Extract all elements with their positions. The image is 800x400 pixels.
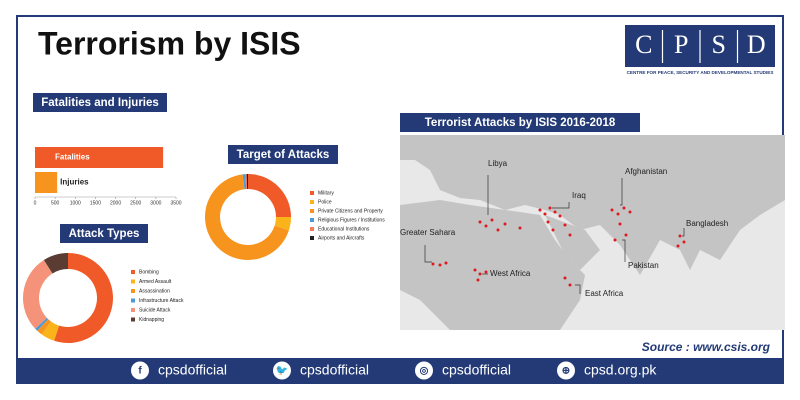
land-eurasia: [400, 135, 785, 275]
legend-label: Assassination: [139, 288, 170, 294]
donut-slice: [43, 253, 68, 274]
donut-slice: [35, 317, 49, 331]
legend-label: Armed Assault: [139, 279, 172, 285]
donut-slice: [246, 174, 248, 190]
logo-letter: P: [674, 30, 688, 59]
map: [400, 135, 785, 330]
social-glyph: ◎: [420, 366, 429, 377]
bar: [35, 147, 164, 168]
donut-slice: [41, 321, 60, 341]
x-tick-label: 1000: [70, 200, 81, 206]
donut-slice: [205, 174, 289, 260]
legend-label: Educational Institutions: [318, 226, 370, 232]
page-title: Terrorism by ISIS: [38, 25, 301, 61]
footer-handle: cpsd.org.pk: [584, 362, 657, 378]
x-tick-label: 2500: [130, 200, 141, 206]
social-icon: [131, 361, 149, 380]
donut-slice: [37, 319, 51, 335]
logo-subtitle: CENTRE FOR PEACE, SECURITY AND DEVELOPME…: [627, 70, 774, 75]
legend-label: Private Citizens and Property: [318, 208, 383, 214]
footer: f cpsdofficial 🐦 cpsdofficial ◎ cpsdofficial ⊕…: [131, 361, 657, 380]
footer-handle: cpsdofficial: [442, 362, 511, 378]
section-header: [60, 224, 148, 243]
map-label: Pakistan: [628, 261, 659, 270]
bar: [35, 172, 58, 193]
section-title: Attack Types: [69, 228, 140, 240]
land-africa: [400, 200, 585, 330]
legend-swatch: [310, 209, 314, 213]
legend-swatch: [310, 218, 314, 222]
social-glyph: 🐦: [276, 366, 288, 377]
map-leader: [575, 284, 581, 294]
donut-slice: [242, 174, 247, 190]
map-labels: Libya Iraq Afghanistan Greater Sahara West A…: [400, 159, 728, 298]
legend-swatch: [131, 270, 135, 274]
legend-swatch: [310, 200, 314, 204]
bar-label: Injuries: [60, 178, 89, 187]
legend-swatch: [131, 289, 135, 293]
map-label: Greater Sahara: [400, 228, 456, 237]
map-label: Afghanistan: [625, 167, 667, 176]
x-tick-label: 2000: [110, 200, 121, 206]
section-title: Fatalities and Injuries: [41, 97, 159, 109]
footer-handle: cpsdofficial: [158, 362, 227, 378]
x-tick-label: 500: [51, 200, 60, 206]
donut-slice: [274, 217, 291, 231]
attack-dots: [431, 206, 686, 287]
section-header: [33, 93, 167, 112]
map-leader: [552, 202, 570, 209]
logo-letter: C: [635, 30, 652, 59]
section-header: [228, 145, 338, 164]
map-leader: [682, 228, 685, 237]
x-tick-label: 1500: [90, 200, 101, 206]
source: Source : www.csis.org: [642, 340, 771, 354]
footer-handle: cpsdofficial: [300, 362, 369, 378]
x-tick-label: 3000: [150, 200, 161, 206]
logo-letter: D: [747, 30, 766, 59]
legend-label: Airports and Aircrafts: [318, 235, 365, 241]
donut-slice: [245, 174, 248, 190]
map-leader: [424, 245, 432, 263]
land-arabia: [545, 215, 600, 270]
social-icon: [415, 361, 433, 380]
social-glyph: ⊕: [562, 366, 570, 377]
section-title: Terrorist Attacks by ISIS 2016-2018: [425, 117, 616, 129]
legend-label: Infrastructure Attack: [139, 298, 184, 304]
map-label: Iraq: [572, 191, 586, 200]
legend-swatch: [131, 317, 135, 322]
map-leader: [620, 178, 623, 206]
map-label: East Africa: [585, 289, 624, 298]
legend-swatch: [131, 279, 135, 284]
legend-swatch: [310, 227, 314, 231]
social-icon: [557, 361, 575, 380]
legend-label: Military: [318, 190, 334, 196]
map-label: West Africa: [490, 269, 531, 278]
donut-slice: [22, 260, 53, 329]
bar-label: Fatalities: [55, 153, 90, 162]
map-label: Libya: [488, 159, 508, 168]
x-tick-label: 3500: [170, 200, 181, 206]
legend-swatch: [310, 191, 314, 195]
map-label: Bangladesh: [686, 219, 728, 228]
logo-letter: S: [712, 30, 726, 59]
social-icon: [273, 361, 291, 380]
map-leader: [622, 239, 626, 262]
donut-slice: [54, 253, 114, 343]
legend-label: Police: [318, 199, 332, 205]
donut-slice: [248, 174, 291, 217]
social-glyph: f: [138, 366, 142, 377]
legend-label: Suicide Attack: [139, 307, 171, 313]
section-title: Target of Attacks: [237, 149, 330, 161]
legend-label: Bombing: [139, 269, 159, 275]
x-tick-label: 0: [34, 200, 37, 206]
legend-swatch: [310, 236, 314, 240]
legend-swatch: [131, 308, 135, 312]
legend-label: Kidnapping: [139, 317, 164, 323]
legend-swatch: [131, 298, 135, 303]
section-header: [400, 113, 640, 132]
charts: Fatalities and Injuries Fatalities Injurie…: [22, 93, 640, 343]
legend-label: Religious Figures / Institutions: [318, 217, 385, 223]
